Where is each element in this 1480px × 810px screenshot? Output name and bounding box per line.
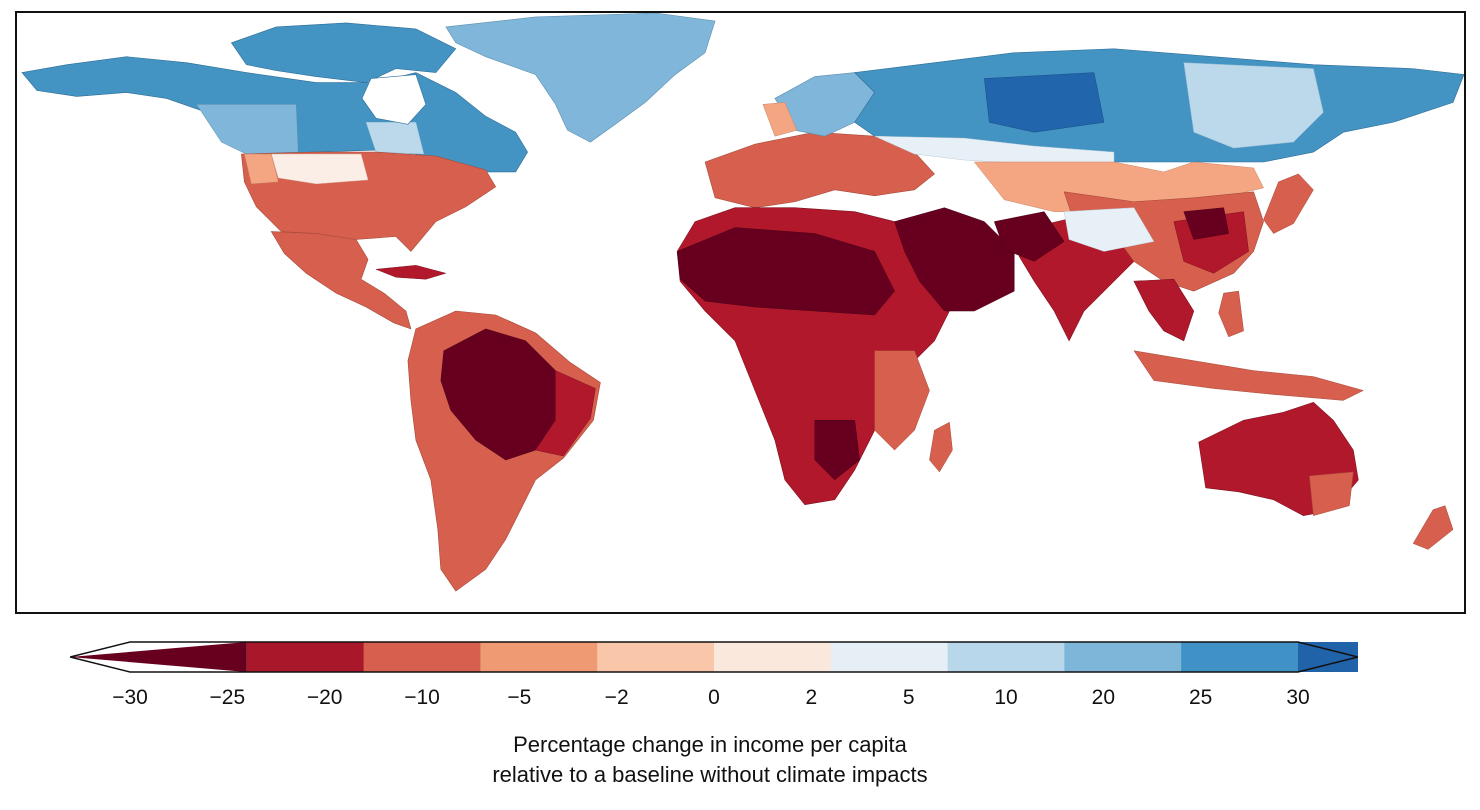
- colorbar-tick-label: 2: [805, 686, 818, 709]
- region-madagascar: [929, 421, 953, 473]
- colorbar-tick-label: −5: [507, 686, 532, 709]
- colorbar-bin-4: [597, 642, 715, 672]
- region-sahel: [676, 227, 895, 316]
- region-canada-south: [196, 104, 299, 155]
- legend-title-line2: relative to a baseline without climate i…: [492, 762, 928, 787]
- colorbar-tick-label: −30: [112, 686, 148, 709]
- world-map: [21, 13, 1464, 592]
- region-usa-north: [270, 153, 369, 185]
- region-australia-se: [1309, 471, 1354, 516]
- colorbar-tick-label: 5: [902, 686, 915, 709]
- region-north-china: [1183, 207, 1229, 240]
- region-new-zealand: [1412, 505, 1454, 550]
- colorbar-tick-label: −2: [604, 686, 629, 709]
- colorbar-bin-2: [363, 642, 481, 672]
- colorbar-tick-label: −25: [209, 686, 246, 709]
- colorbar-bin-9: [1181, 642, 1299, 672]
- region-pakistan: [993, 211, 1065, 262]
- colorbar-bin-8: [1064, 642, 1182, 672]
- region-japan: [1263, 173, 1314, 234]
- region-arctic-islands: [230, 22, 457, 83]
- region-brazil-east: [535, 370, 596, 457]
- colorbar-bin-5: [714, 642, 832, 672]
- colorbar-tick-label: 10: [994, 686, 1018, 709]
- colorbar-ticks: −30 −25 −20 −10 −5 −2 0 2 5 10 20 25 30: [0, 686, 1480, 716]
- colorbar-tick-label: 25: [1188, 686, 1213, 709]
- colorbar-outline: [70, 641, 1358, 673]
- legend-title: Percentage change in income per capita r…: [0, 730, 1420, 790]
- region-norway-south: [762, 102, 798, 137]
- colorbar-bin-6: [830, 642, 949, 672]
- colorbar-tick-label: 30: [1286, 686, 1310, 709]
- legend-title-line1: Percentage change in income per capita: [513, 732, 907, 757]
- region-southeast-asia: [1133, 278, 1195, 342]
- region-philippines: [1218, 290, 1244, 338]
- region-siberia-dark: [984, 72, 1105, 133]
- region-hudson-bay: [361, 74, 427, 125]
- colorbar: [70, 641, 1358, 673]
- region-usa-north-2: [244, 153, 279, 185]
- colorbar-bin-10: [1298, 642, 1358, 672]
- region-indonesia: [1133, 350, 1364, 401]
- region-mexico: [270, 231, 412, 330]
- region-siberia-east: [1183, 62, 1324, 149]
- region-southern-africa: [814, 420, 860, 481]
- colorbar-bin-3: [480, 642, 598, 672]
- region-greenland: [445, 13, 716, 143]
- map-frame: [15, 11, 1466, 614]
- region-arabia: [894, 207, 1015, 312]
- region-tibet: [1063, 207, 1155, 252]
- colorbar-tick-label: −20: [306, 686, 343, 709]
- colorbar-tick-label: 20: [1091, 686, 1116, 709]
- colorbar-tick-label: 0: [708, 686, 720, 709]
- colorbar-bin-7: [947, 642, 1065, 672]
- colorbar-tick-label: −10: [404, 686, 440, 709]
- colorbar-bin-0: [70, 642, 247, 672]
- region-caribbean: [375, 265, 447, 280]
- region-africa-east: [874, 350, 930, 451]
- colorbar-bin-1: [246, 642, 365, 672]
